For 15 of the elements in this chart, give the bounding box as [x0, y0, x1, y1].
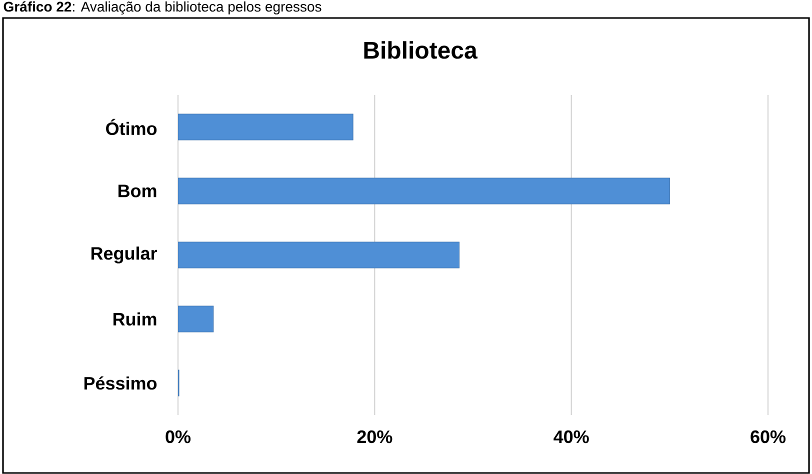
y-tick-label: Ótimo	[106, 118, 157, 136]
bar	[178, 242, 460, 268]
y-tick-label: Regular	[91, 246, 158, 264]
x-tick-label: 0%	[166, 430, 191, 444]
y-tick-label: Péssimo	[84, 376, 157, 390]
bar	[178, 114, 354, 140]
x-tick-label: 40%	[554, 430, 589, 444]
y-tick-label: Ruim	[114, 312, 156, 326]
bar	[178, 178, 670, 204]
text: Gráfico 22: Avaliação da biblioteca pelos egressos	[4, 1, 322, 14]
chart-title: Biblioteca	[364, 41, 478, 59]
bar	[178, 306, 214, 332]
y-tick-label: Bom	[118, 184, 156, 198]
x-tick-label: 20%	[357, 430, 392, 444]
x-tick-label: 60%	[750, 430, 786, 444]
